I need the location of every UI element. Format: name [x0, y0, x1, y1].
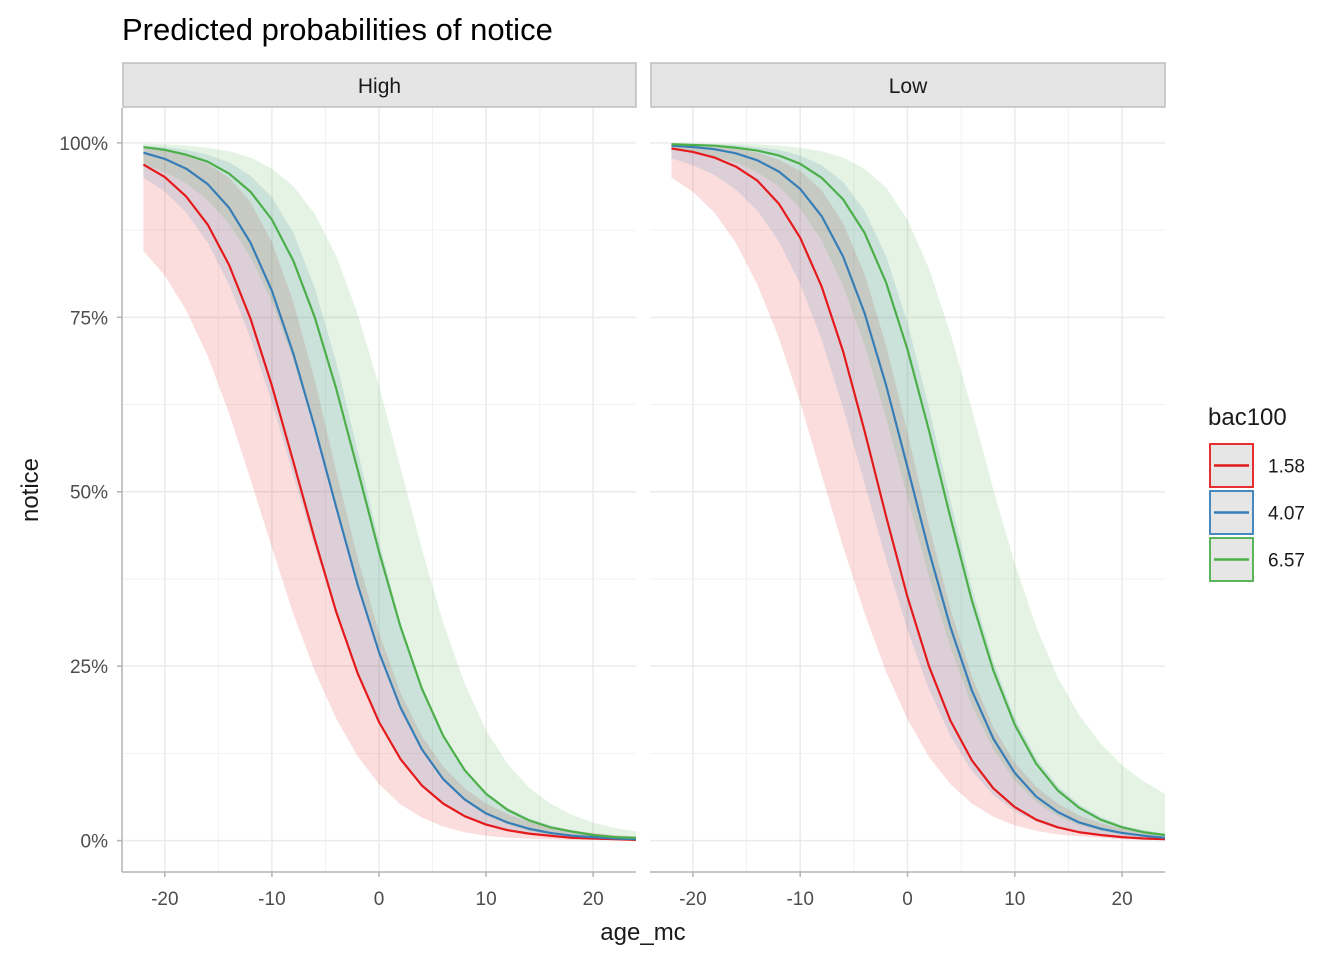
- series-line-low-4.07: [671, 144, 1166, 839]
- strip-low: [650, 62, 1166, 108]
- y-tick-label: 100%: [59, 134, 108, 155]
- x-tick-label: -10: [786, 889, 813, 910]
- x-tick-label: 20: [1112, 889, 1133, 910]
- panel-low-ribbons: [671, 142, 1165, 840]
- ribbon-high-4.07: [143, 145, 636, 840]
- ribbon-low-6.57: [671, 142, 1165, 839]
- ribbon-high-1.58: [143, 147, 636, 841]
- strip-label-high: High: [358, 75, 401, 98]
- legend-title: bac100: [1208, 404, 1287, 431]
- y-tick-label: 75%: [70, 308, 108, 329]
- ribbon-high-6.57: [143, 143, 636, 840]
- panel-low-x-ticks: -20 -10 0 10 20: [679, 872, 1133, 910]
- y-tick-label: 50%: [70, 483, 108, 504]
- legend: bac100 1.58 4.07 6.57: [1208, 404, 1305, 582]
- ribbon-low-1.58: [671, 144, 1165, 840]
- strip-high: [122, 62, 637, 108]
- strip-label-low: Low: [889, 75, 928, 98]
- panel-high-grid: [122, 108, 636, 872]
- x-tick-label: 0: [374, 889, 385, 910]
- y-tick-label: 0%: [81, 832, 109, 853]
- legend-label-4.07: 4.07: [1268, 504, 1305, 525]
- legend-label-6.57: 6.57: [1268, 551, 1305, 572]
- panel-low-grid: [650, 108, 1165, 872]
- panel-low-lines: [671, 143, 1166, 841]
- panel-high-lines: [142, 145, 637, 842]
- x-tick-label: -20: [151, 889, 178, 910]
- y-tick-label: 25%: [70, 657, 108, 678]
- series-line-high-1.58: [142, 163, 637, 842]
- x-tick-label: -20: [679, 889, 706, 910]
- x-tick-label: 20: [583, 889, 604, 910]
- ribbon-low-4.07: [671, 143, 1165, 840]
- panel-high: High -20 -10 0 10 20 0% 25% 50% 75% 100%: [59, 62, 637, 910]
- panel-high-y-ticks: 0% 25% 50% 75% 100%: [59, 134, 122, 853]
- legend-keys: 1.58 4.07 6.57: [1209, 443, 1305, 582]
- panel-high-x-ticks: -20 -10 0 10 20: [151, 872, 604, 910]
- panel-high-ribbons: [143, 143, 636, 841]
- legend-label-1.58: 1.58: [1268, 457, 1305, 478]
- series-line-high-4.07: [143, 151, 637, 841]
- x-tick-label: -10: [258, 889, 285, 910]
- y-axis-title: notice: [17, 458, 44, 522]
- series-line-low-6.57: [671, 143, 1166, 837]
- series-line-high-6.57: [143, 145, 637, 839]
- chart-title: Predicted probabilities of notice: [122, 12, 553, 47]
- x-tick-label: 10: [1004, 889, 1025, 910]
- x-axis-title: age_mc: [600, 919, 685, 946]
- series-line-low-1.58: [671, 147, 1166, 841]
- x-tick-label: 10: [476, 889, 497, 910]
- x-tick-label: 0: [902, 889, 913, 910]
- panel-low: Low -20 -10 0 10 20: [650, 62, 1166, 910]
